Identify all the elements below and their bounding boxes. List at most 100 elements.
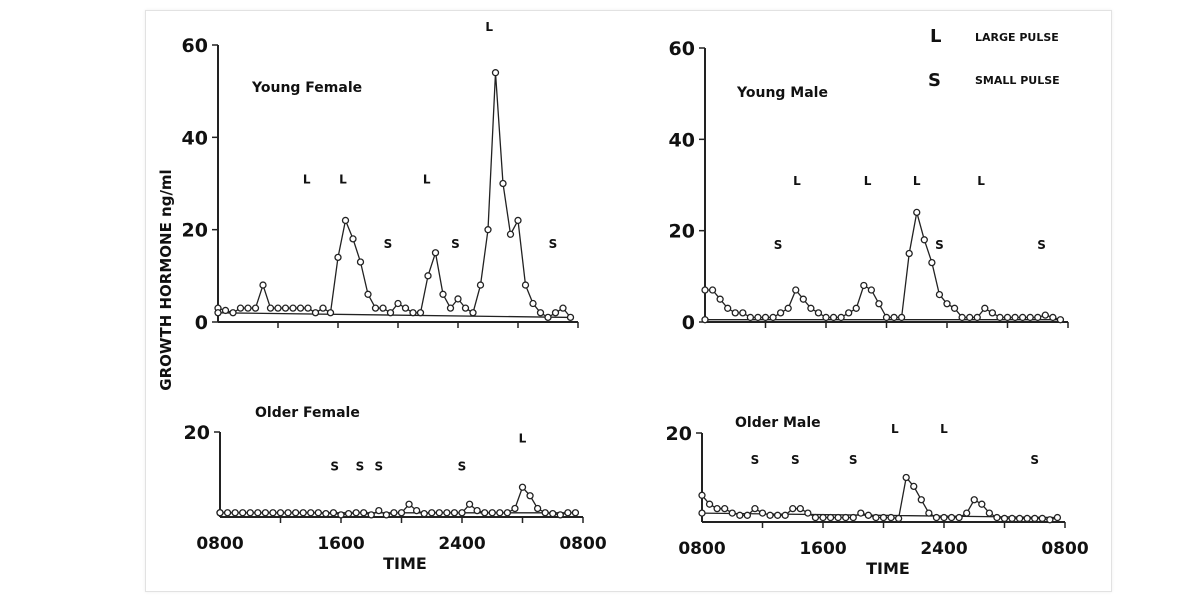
x-tick-label: 0800 [559,534,606,554]
large-pulse-marker: L [519,432,527,446]
data-point [236,304,245,312]
data-point [713,504,721,513]
data-point [291,509,300,517]
y-tick-label: 0 [195,312,208,334]
data-point [329,509,338,517]
data-point [993,513,1001,522]
data-point [276,509,285,517]
data-point [397,509,406,517]
data-point [551,309,560,317]
data-point [424,272,432,280]
data-point [897,313,906,322]
data-point [852,304,860,312]
data-point [401,304,410,312]
data-point [246,509,254,517]
series-line [701,476,1058,521]
data-point [251,304,260,312]
data-point [721,504,729,513]
data-point [781,511,789,519]
x-tick-label: 0800 [1041,539,1088,559]
data-point [564,509,572,517]
data-point [428,509,436,517]
data-point [1011,313,1019,322]
data-point [739,309,747,317]
data-point [382,511,391,519]
data-point [746,313,755,322]
series-line [705,212,1061,321]
data-point [559,304,567,312]
small-pulse-marker: S [356,459,365,473]
panel-young-male: 0 20 40 60 Young Male S L L L S L S [669,38,1069,334]
data-point [536,309,545,317]
data-point [356,258,365,266]
data-point [940,513,948,522]
data-point [296,304,305,312]
data-point [766,511,774,519]
data-point [367,511,375,519]
data-point [705,500,714,508]
data-point [499,179,507,188]
series-line [217,72,572,319]
data-point [254,509,262,517]
data-point [299,509,307,517]
data-point [1023,514,1031,523]
data-point [284,509,292,517]
data-point [371,304,380,312]
data-point [529,299,537,308]
data-point [521,281,530,289]
small-pulse-marker: S [451,237,460,251]
data-point [776,309,785,317]
data-point [484,226,492,234]
small-pulse-marker: S [384,237,393,251]
data-point [935,290,944,299]
data-point [446,304,455,312]
y-tick-label: 40 [182,127,208,149]
data-point [405,500,413,508]
large-pulse-marker: L [977,174,985,188]
data-point [826,513,835,522]
y-tick-label: 20 [182,220,208,242]
y-tick-label: 20 [669,221,695,243]
data-point [571,509,580,517]
data-point [947,513,956,522]
x-axis-label: TIME [383,554,427,573]
data-point [728,509,736,517]
x-tick-label: 2400 [438,534,485,554]
data-point [769,313,777,322]
data-point [420,509,428,518]
data-point [314,509,322,517]
data-point [541,509,549,517]
panel-title: Older Male [735,415,821,431]
data-point [476,281,485,289]
large-pulse-marker: L [891,422,899,436]
large-pulse-marker: L [485,20,493,34]
data-point [216,509,224,517]
data-point [566,313,575,322]
large-pulse-marker: L [793,174,801,188]
data-point [544,313,552,322]
small-pulse-marker: S [458,459,467,473]
data-point [326,309,335,317]
data-point [443,509,451,517]
data-point [716,295,724,303]
data-point [917,496,925,504]
small-pulse-marker: S [791,453,800,467]
data-point [867,286,876,294]
data-point [973,313,981,322]
small-pulse-marker: S [1037,238,1046,252]
y-tick-label: 20 [184,422,210,444]
x-tick-label: 0800 [196,534,243,554]
data-point [473,506,481,515]
data-point [274,304,282,312]
data-point [409,309,417,317]
data-point [533,504,542,513]
data-point [819,513,827,522]
data-point [894,514,903,523]
data-point [221,306,230,315]
data-point [698,491,706,499]
small-pulse-marker: S [549,237,558,251]
figure-frame [145,10,1112,592]
data-point [304,304,312,312]
panel-title: Young Male [736,85,828,101]
